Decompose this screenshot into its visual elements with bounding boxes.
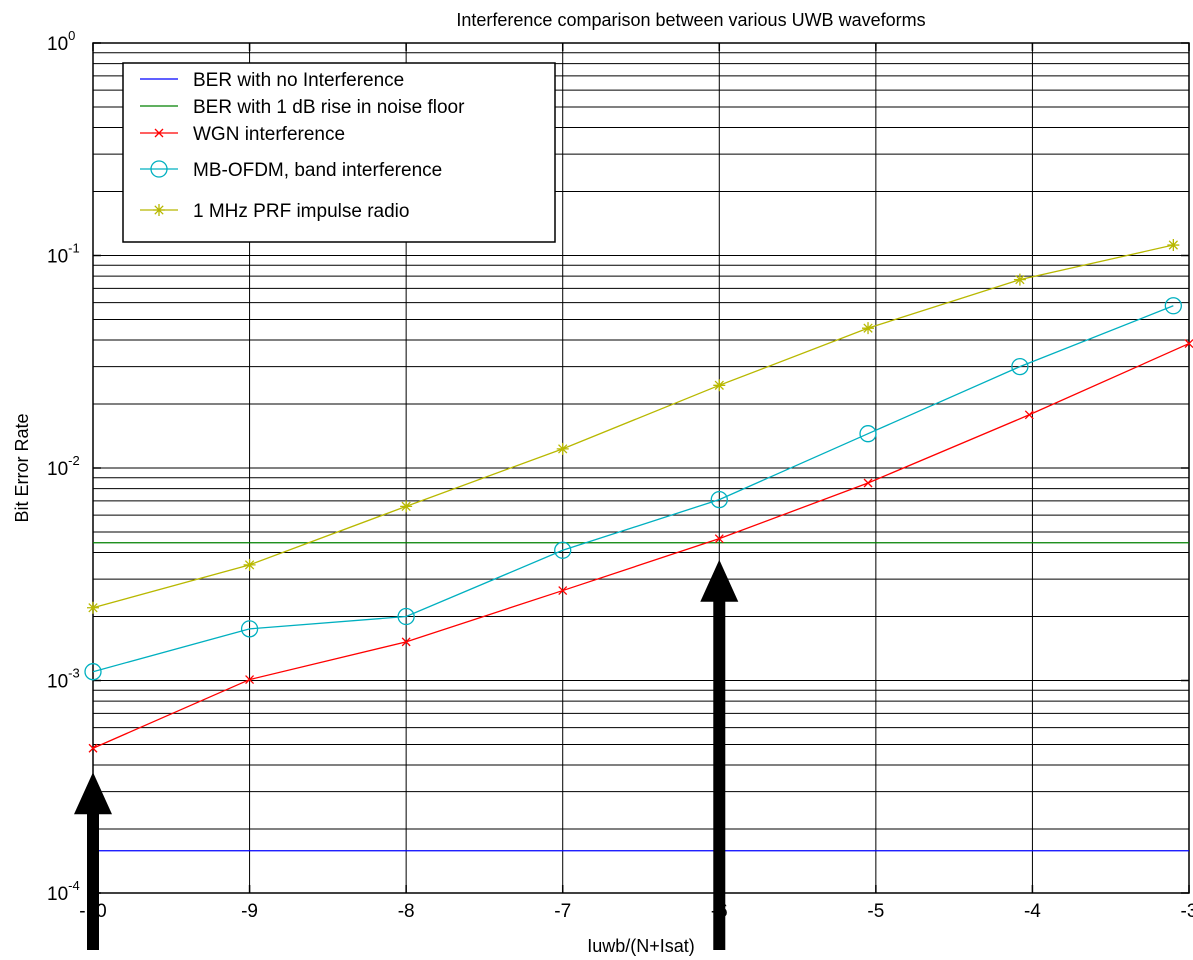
x-tick-label: -6 — [711, 901, 728, 922]
data-point — [1013, 273, 1026, 286]
legend: BER with no Interference BER with 1 dB ri… — [122, 62, 556, 243]
legend-label: 1 MHz PRF impulse radio — [193, 201, 409, 222]
y-axis-label: Bit Error Rate — [12, 413, 32, 522]
x-tick-label: -8 — [398, 901, 415, 922]
x-tick-label: -7 — [554, 901, 571, 922]
grid — [92, 43, 1190, 894]
legend-label: BER with no Interference — [193, 70, 404, 91]
y-tick-label: 10-1 — [47, 241, 80, 268]
data-point — [400, 500, 413, 513]
data-point — [84, 663, 102, 681]
legend-item: MB-OFDM, band interference — [140, 160, 442, 181]
legend-item: WGN interference — [140, 124, 345, 145]
data-point — [397, 607, 415, 626]
legend-box — [122, 62, 556, 243]
data-point — [245, 675, 255, 685]
series-line — [92, 244, 1174, 609]
data-point — [401, 637, 411, 647]
series-line — [92, 305, 1174, 673]
data-point — [556, 442, 569, 455]
data-point — [862, 322, 875, 335]
annotation-arrow — [74, 772, 112, 950]
data-point — [1167, 239, 1180, 252]
y-tick-label: 10-2 — [47, 453, 80, 480]
data-point — [87, 601, 99, 614]
data-point — [153, 204, 165, 216]
legend-label: BER with 1 dB rise in noise floor — [193, 97, 465, 118]
data-point — [714, 534, 724, 544]
data-point — [240, 620, 259, 638]
ticks — [92, 42, 1190, 894]
data-point — [859, 425, 877, 443]
series — [84, 297, 1182, 681]
data-point — [1184, 339, 1193, 349]
annotation-arrow — [700, 559, 739, 950]
data-point — [243, 558, 256, 571]
legend-label: MB-OFDM, band interference — [193, 160, 442, 181]
series-group — [84, 239, 1193, 852]
data-point — [88, 743, 98, 753]
data-point — [554, 541, 572, 559]
legend-item: 1 MHz PRF impulse radio — [140, 201, 409, 222]
chart-title: Interference comparison between various … — [456, 10, 925, 30]
data-point — [863, 478, 873, 488]
data-point — [1164, 297, 1182, 315]
x-tick-label: -5 — [867, 901, 884, 922]
series — [88, 339, 1193, 753]
tick-labels: -10 -9 -8 -7 -6 -5 -4 -3 100 10-1 10-2 10-3 10-4 — [47, 28, 1193, 922]
data-point — [710, 490, 728, 509]
x-tick-label: -3 — [1181, 901, 1193, 922]
data-point — [713, 379, 726, 392]
data-point — [558, 586, 568, 596]
y-tick-label: 100 — [47, 28, 75, 55]
x-tick-label: -4 — [1024, 901, 1041, 922]
x-axis-label: Iuwb/(N+Isat) — [587, 936, 695, 956]
data-point — [150, 160, 168, 178]
data-point — [154, 128, 164, 138]
legend-label: WGN interference — [193, 124, 345, 145]
y-tick-label: 10-4 — [47, 878, 80, 905]
data-point — [1024, 410, 1034, 420]
series — [87, 239, 1180, 614]
series-line — [92, 342, 1190, 749]
x-tick-label: -9 — [241, 901, 258, 922]
legend-item: BER with no Interference — [140, 70, 404, 91]
y-tick-label: 10-3 — [47, 666, 80, 693]
data-point — [1011, 357, 1029, 376]
legend-item: BER with 1 dB rise in noise floor — [140, 97, 465, 118]
annotation-arrows — [74, 559, 739, 950]
x-tick-label: -10 — [79, 901, 106, 922]
